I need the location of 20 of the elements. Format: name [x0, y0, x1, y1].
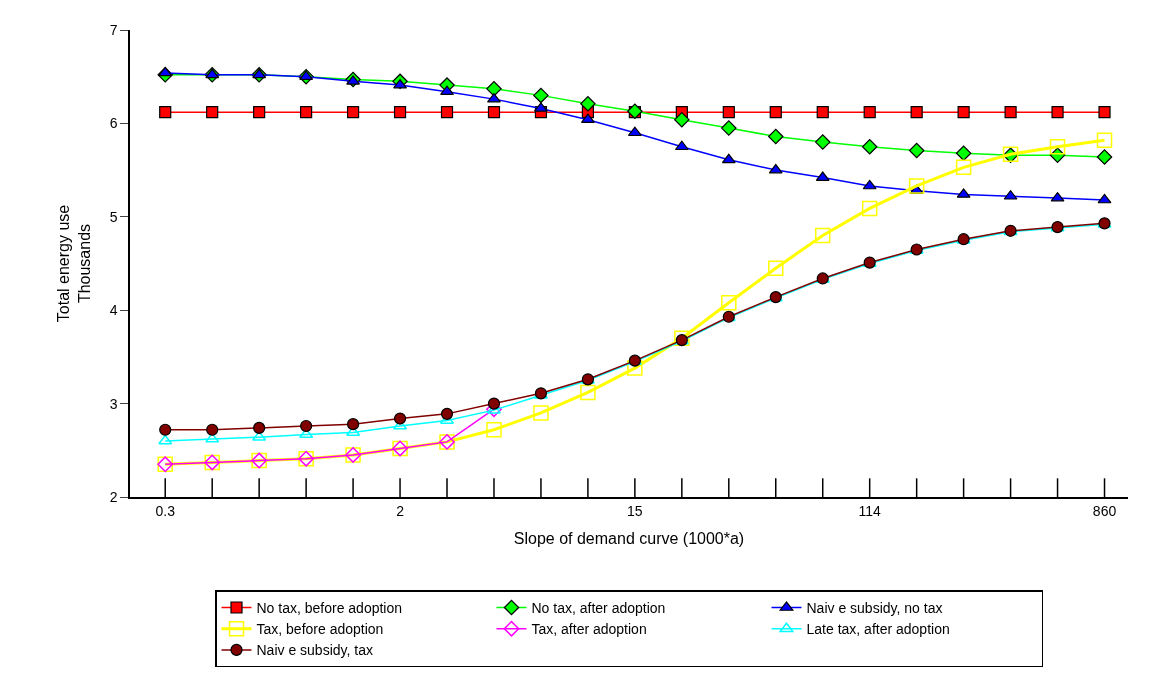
- y-tick-label: 3: [109, 395, 118, 412]
- x-tick-label: 2: [396, 502, 405, 519]
- y-tick-label: 5: [109, 208, 118, 225]
- legend-label: No tax, before adoption: [256, 599, 403, 616]
- legend-label: Late tax, after adoption: [806, 621, 950, 638]
- legend-label: No tax, after adoption: [531, 599, 666, 616]
- legend-label: Tax, before adoption: [256, 621, 384, 638]
- y-tick-label: 2: [109, 488, 118, 505]
- x-tick-label: 15: [627, 502, 643, 519]
- y-axis-title: Total energy use Thousands: [55, 204, 94, 323]
- y-tick-label: 4: [109, 302, 118, 319]
- x-tick-label: 860: [1092, 502, 1117, 519]
- legend-label: Naiv e subsidy, tax: [256, 642, 373, 659]
- x-tick-label: 0.3: [155, 502, 176, 519]
- legend-label: Naiv e subsidy, no tax: [806, 599, 943, 616]
- y-tick-label: 7: [109, 21, 118, 38]
- y-tick-label: 6: [109, 115, 118, 132]
- x-axis-title: Slope of demand curve (1000*a): [513, 529, 745, 547]
- x-tick-label: 114: [858, 502, 882, 519]
- legend-label: Tax, after adoption: [531, 621, 647, 638]
